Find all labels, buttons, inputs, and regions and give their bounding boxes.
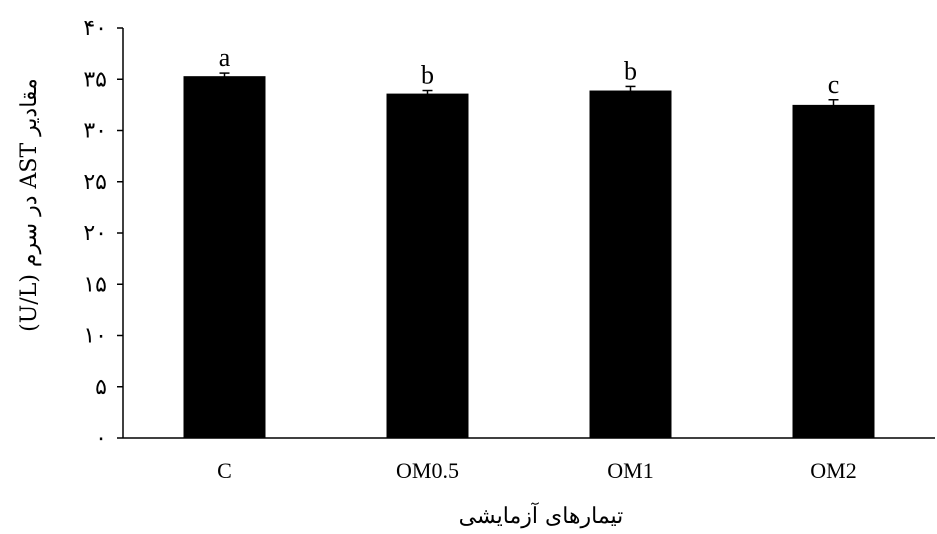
y-axis: ۰ ۵ ۱۰ ۱۵ ۲۰ ۲۵ ۳۰ ۳۵ ۴۰ bbox=[83, 16, 124, 451]
y-tick-label: ۲۰ bbox=[83, 221, 107, 246]
x-tick-label: C bbox=[217, 458, 232, 483]
y-axis-title: مقادیر AST در سرم (U/L) bbox=[17, 78, 42, 332]
y-tick-label: ۱۰ bbox=[83, 324, 107, 349]
significance-label: a bbox=[219, 43, 231, 72]
significance-label: b bbox=[624, 56, 637, 85]
y-tick-label: ۰ bbox=[95, 426, 107, 451]
significance-label: c bbox=[828, 70, 840, 99]
bar bbox=[589, 90, 672, 439]
bar bbox=[386, 93, 469, 438]
y-tick-label: ۴۰ bbox=[83, 16, 107, 41]
bar bbox=[183, 76, 266, 439]
y-tick-label: ۳۰ bbox=[83, 119, 107, 144]
category-labels: C OM0.5 OM1 OM2 bbox=[217, 458, 857, 483]
y-tick-label: ۵ bbox=[95, 375, 107, 400]
y-tick-label: ۲۵ bbox=[83, 170, 107, 195]
bars: ab b c bbox=[183, 43, 875, 439]
y-tick-label: ۳۵ bbox=[83, 67, 107, 92]
x-tick-label: OM0.5 bbox=[396, 458, 459, 483]
x-tick-label: OM1 bbox=[607, 458, 653, 483]
significance-label: b bbox=[421, 61, 434, 90]
bar bbox=[792, 104, 875, 438]
x-tick-label: OM2 bbox=[810, 458, 856, 483]
x-axis-title: تیمارهای آزمایشی bbox=[459, 502, 624, 529]
y-tick-label: ۱۵ bbox=[83, 272, 107, 297]
